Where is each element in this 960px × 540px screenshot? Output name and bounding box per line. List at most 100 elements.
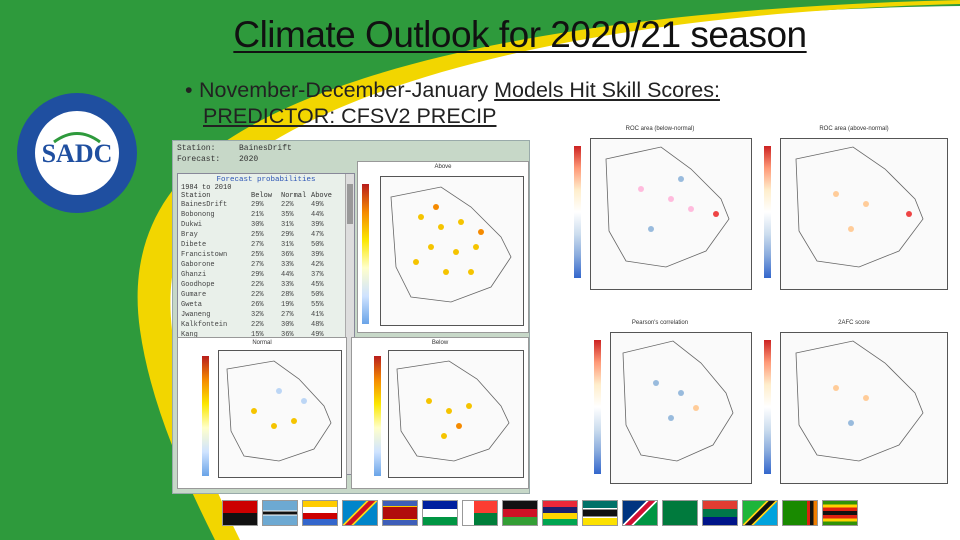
table-row[interactable]: Dukwi 30% 31% 39% [178,220,354,230]
table-row[interactable]: Jwaneng 32% 27% 41% [178,310,354,320]
table-cell: 42% [311,261,324,269]
table-cell: 15% [251,331,264,339]
table-cell: 28% [281,291,294,299]
table-row[interactable]: Kalkfontein 22% 30% 48% [178,320,354,330]
table-row[interactable]: Bobonong 21% 35% 44% [178,210,354,220]
table-cell: Dukwi [181,221,203,229]
flag-malawi [502,500,538,526]
flag-comoros [302,500,338,526]
station-value: BainesDrift [239,144,292,153]
table-cell: 45% [311,281,324,289]
table-cell: Kang [181,331,198,339]
table-cell: 39% [311,221,324,229]
table-period: 1984 to 2010 [181,184,232,192]
flag-madagascar [462,500,498,526]
table-row[interactable]: BainesDrift 29% 22% 49% [178,200,354,210]
table-row[interactable]: Dibete 27% 31% 50% [178,240,354,250]
bullet-dot: • [185,78,193,102]
table-cell: 31% [281,241,294,249]
table-cell: 33% [281,261,294,269]
slide-title: Climate Outlook for 2020/21 season [233,14,807,55]
table-cell: 41% [311,311,324,319]
table-cell: Gumare [181,291,207,299]
table-row[interactable]: Goodhope 22% 33% 45% [178,280,354,290]
table-cell: 47% [311,231,324,239]
map-plot [610,332,752,484]
table-cell: 39% [311,251,324,259]
map-2afc: 2AFC score [756,318,952,490]
map-roc-below-title: ROC area (below-normal) [625,126,695,132]
map-roc-above-title: ROC area (above-normal) [819,126,889,132]
table-row[interactable]: Gumare 22% 28% 50% [178,290,354,300]
flag-zimbabwe [822,500,858,526]
sadc-logo: SADC [14,90,140,216]
table-header: Station Below Normal Above [181,192,333,200]
table-cell: Jwaneng [181,311,211,319]
bullet-text: • November-December-January Models Hit Sk… [185,77,720,129]
map-2afc-title: 2AFC score [838,320,870,326]
map-pearson: Pearson's correlation [566,318,754,490]
flag-seychelles [662,500,698,526]
flag-eswatini [382,500,418,526]
table-cell: 50% [311,291,324,299]
scrollbar-thumb[interactable] [347,184,353,224]
table-cell: 50% [311,241,324,249]
flag-angola [222,500,258,526]
table-cell: Bray [181,231,198,239]
station-label: Station: [177,144,216,153]
map-below: Below [351,337,529,489]
table-cell: 44% [311,211,324,219]
forecast-value: 2020 [239,155,259,164]
table-cell: 49% [311,201,324,209]
flag-south-africa [702,500,738,526]
map-pearson-title: Pearson's correlation [631,320,689,326]
table-row[interactable]: Ghanzi 29% 44% 37% [178,270,354,280]
map-above-title: Above [434,164,452,170]
table-row[interactable]: Gaborone 27% 33% 42% [178,260,354,270]
flag-drc [342,500,378,526]
forecast-label: Forecast: [177,155,221,164]
colorbar [764,340,771,474]
table-cell: 49% [311,331,324,339]
flag-mauritius [542,500,578,526]
table-scrollbar[interactable] [345,174,354,474]
member-flags [222,500,858,530]
flag-zambia [782,500,818,526]
table-cell: Bobonong [181,211,215,219]
map-below-title: Below [431,340,449,346]
table-cell: 27% [251,261,264,269]
table-title: Forecast probabilities [216,176,316,184]
table-row[interactable]: Francistown 25% 36% 39% [178,250,354,260]
bullet-prefix: November-December-January [199,78,495,102]
table-cell: Ghanzi [181,271,207,279]
map-roc-below: ROC area (below-normal) [566,124,754,292]
flag-botswana [262,500,298,526]
flag-lesotho [422,500,458,526]
table-row[interactable]: Gweta 26% 19% 55% [178,300,354,310]
table-cell: 19% [281,301,294,309]
table-cell: Goodhope [181,281,215,289]
table-cell: 32% [251,311,264,319]
table-cell: Francistown [181,251,228,259]
colorbar [574,146,581,278]
table-cell: 22% [251,321,264,329]
table-cell: 36% [281,331,294,339]
map-plot [218,350,342,478]
map-plot [780,332,948,484]
table-cell: 48% [311,321,324,329]
colorbar [594,340,601,474]
colorbar [374,356,381,476]
colorbar [202,356,209,476]
table-cell: Dibete [181,241,207,249]
table-cell: 22% [251,291,264,299]
table-cell: 25% [251,231,264,239]
flag-namibia [622,500,658,526]
forecast-panel: Station: BainesDrift Forecast: 2020 Fore… [172,140,530,494]
map-plot [780,138,948,290]
table-row[interactable]: Kang 15% 36% 49% [178,330,354,340]
table-cell: Gweta [181,301,203,309]
flag-mozambique [582,500,618,526]
table-cell: 35% [281,211,294,219]
table-row[interactable]: Bray 25% 29% 47% [178,230,354,240]
